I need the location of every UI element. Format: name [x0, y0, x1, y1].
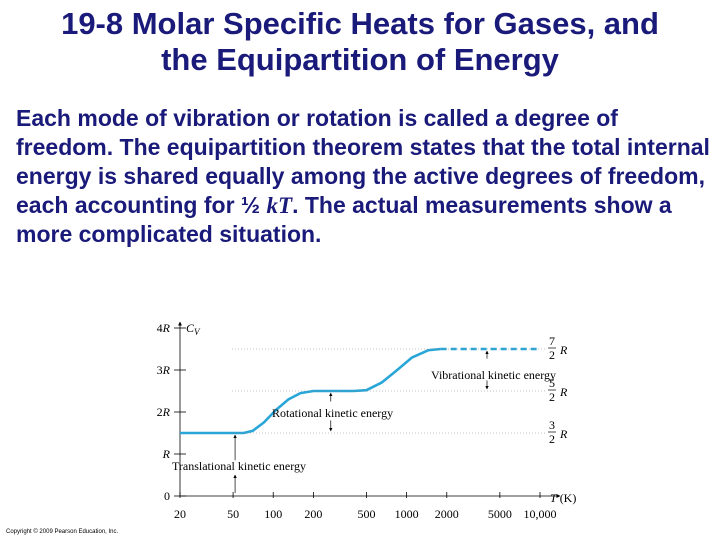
copyright-notice: Copyright © 2009 Pearson Education, Inc.: [6, 529, 119, 535]
x-tick-label-2: 100: [264, 507, 282, 521]
title-line-2: the Equipartition of Energy: [161, 42, 559, 77]
y-axis-label: CV: [186, 321, 201, 337]
body-text-part2: . The actual measurements show a more co…: [16, 192, 672, 247]
y-axis-label-subscript: V: [194, 327, 201, 337]
x-tick-label-0: 20: [174, 507, 186, 521]
level-label-unit-2: R: [559, 427, 568, 441]
level-label-num-1: 5: [549, 376, 555, 390]
y-tick-label-0: 0: [164, 489, 170, 503]
x-axis-label-unit: (K): [557, 491, 577, 505]
level-label-num-0: 7: [549, 334, 555, 348]
y-tick-label-1: R: [162, 447, 171, 461]
x-tick-label-4: 500: [357, 507, 375, 521]
level-label-num-2: 3: [549, 418, 555, 432]
level-label-1: 52 R: [548, 376, 568, 404]
x-axis-label-var: T: [550, 491, 558, 505]
body-text-kt: kT: [266, 193, 293, 218]
series-group: [180, 347, 540, 435]
annotation-label-2: Vibrational kinetic energy: [431, 368, 556, 382]
y-tick-label-unit-2: R: [162, 405, 171, 419]
y-tick-label-4: 4R: [157, 321, 171, 335]
level-label-den-0: 2: [549, 348, 555, 362]
annotations-group: Translational kinetic energy Rotational k…: [172, 348, 556, 493]
level-label-den-1: 2: [549, 390, 555, 404]
level-label-den-2: 2: [549, 432, 555, 446]
annotation-label-1: Rotational kinetic energy: [272, 406, 393, 420]
x-tick-label-7: 5000: [488, 507, 512, 521]
annotation-label-0: Translational kinetic energy: [172, 459, 306, 473]
level-label-0: 72 R: [548, 334, 568, 362]
x-tick-label-8: 10,000: [524, 507, 557, 521]
y-tick-label-3: 3R: [157, 363, 171, 377]
x-tick-label-3: 200: [304, 507, 322, 521]
level-label-unit-0: R: [559, 343, 568, 357]
x-tick-label-6: 2000: [435, 507, 459, 521]
level-label-unit-1: R: [559, 385, 568, 399]
level-label-2: 32 R: [548, 418, 568, 446]
x-tick-label-5: 1000: [395, 507, 419, 521]
body-paragraph: Each mode of vibration or rotation is ca…: [16, 104, 716, 249]
y-tick-label-unit-3: R: [162, 363, 171, 377]
x-axis-label: T (K): [550, 491, 576, 505]
title-line-1: 19-8 Molar Specific Heats for Gases, and: [61, 6, 659, 41]
y-tick-label-unit-4: R: [162, 321, 171, 335]
slide-title: 19-8 Molar Specific Heats for Gases, and…: [0, 6, 720, 78]
x-tick-label-1: 50: [227, 507, 239, 521]
y-tick-label-2: 2R: [157, 405, 171, 419]
body-text-part1: Each mode of vibration or rotation is ca…: [16, 105, 710, 218]
